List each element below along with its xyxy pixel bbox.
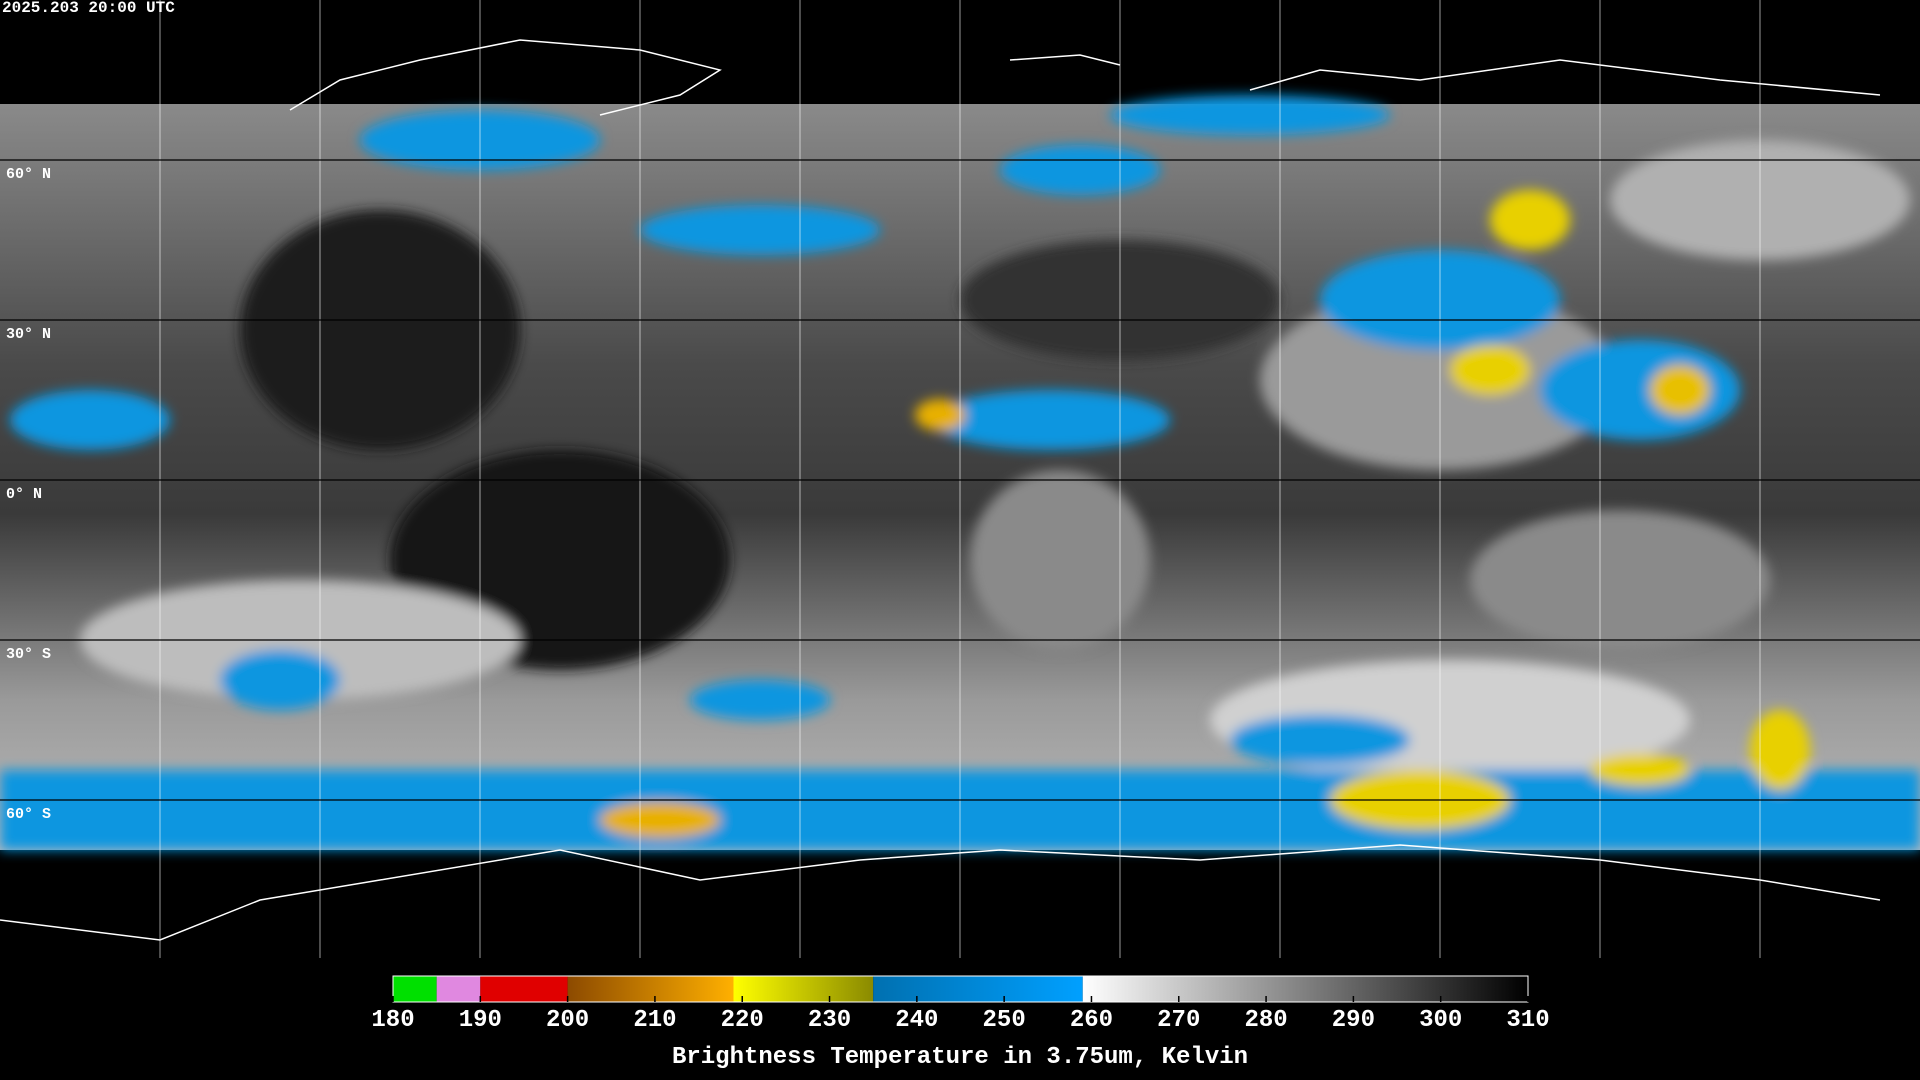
colorbar-tick-label: 300 (1419, 1007, 1462, 1034)
colorbar-tick-label: 280 (1244, 1007, 1287, 1034)
latitude-label: 60° S (6, 806, 51, 823)
colorbar-tick-label: 310 (1506, 1007, 1549, 1034)
colorbar-tick-label: 220 (721, 1007, 764, 1034)
graticule: 60° N 30° N 0° N 30° S 60° S (6, 0, 1761, 958)
colorbar-tick-label: 200 (546, 1007, 589, 1034)
latitude-label: 30° N (6, 326, 51, 343)
colorbar-title: Brightness Temperature in 3.75um, Kelvin (672, 1044, 1248, 1071)
colorbar-tick-label: 210 (633, 1007, 676, 1034)
colorbar-segment (436, 976, 481, 1002)
latitude-label: 60° N (6, 166, 51, 183)
colorbar-segment (1082, 976, 1528, 1002)
colorbar-tick-label: 240 (895, 1007, 938, 1034)
colorbar-segment (480, 976, 568, 1002)
colorbar-tick-label: 190 (459, 1007, 502, 1034)
colorbar-tick-label: 290 (1332, 1007, 1375, 1034)
colorbar-segment (733, 976, 874, 1002)
timestamp: 2025.203 20:00 UTC (2, 0, 175, 17)
colorbar-segment (393, 976, 437, 1002)
colorbar-segment (873, 976, 1083, 1002)
colorbar-tick-label: 270 (1157, 1007, 1200, 1034)
latitude-label: 0° N (6, 486, 42, 503)
latitude-label: 30° S (6, 646, 51, 663)
colorbar-segment (567, 976, 734, 1002)
colorbar-tick-label: 250 (983, 1007, 1026, 1034)
colorbar-frame (392, 975, 1529, 1003)
colorbar-tick-label: 230 (808, 1007, 851, 1034)
colorbar-tick-label: 180 (371, 1007, 414, 1034)
colorbar-tick-label: 260 (1070, 1007, 1113, 1034)
